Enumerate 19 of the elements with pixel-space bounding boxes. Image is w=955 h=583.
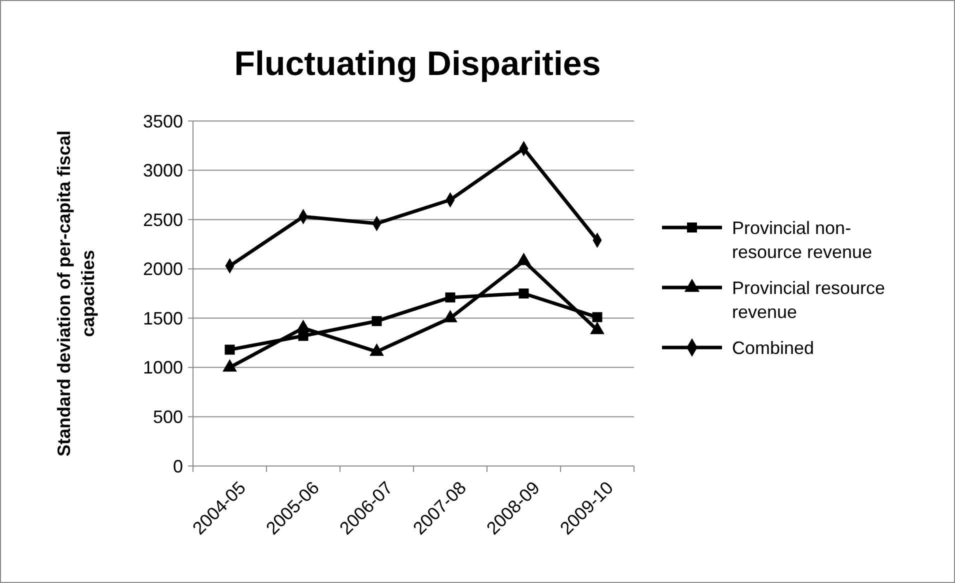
y-tick-label: 500: [152, 407, 183, 428]
y-tick-label: 1500: [142, 308, 183, 328]
point: [518, 288, 529, 298]
legend-label: Provincial non-resource revenue: [732, 218, 872, 262]
point: [224, 344, 235, 355]
y-tick-label: 1000: [142, 358, 183, 378]
point: [298, 330, 308, 341]
y-tick-label: 2000: [142, 259, 183, 280]
legend-label: Combined: [732, 338, 814, 358]
point: [592, 312, 602, 322]
chart-title: Fluctuating Disparities: [234, 45, 601, 83]
y-tick-label: 2500: [142, 210, 183, 230]
point: [445, 292, 456, 302]
legend-label: Provincial resource revenue: [732, 278, 886, 322]
y-tick-label: 3000: [142, 160, 183, 181]
y-tick-label: 0: [172, 456, 183, 476]
y-tick-label: 3500: [142, 111, 183, 132]
point: [372, 316, 382, 326]
y-axis-title: Standard deviation of per-capita fiscal capacities: [54, 130, 98, 457]
